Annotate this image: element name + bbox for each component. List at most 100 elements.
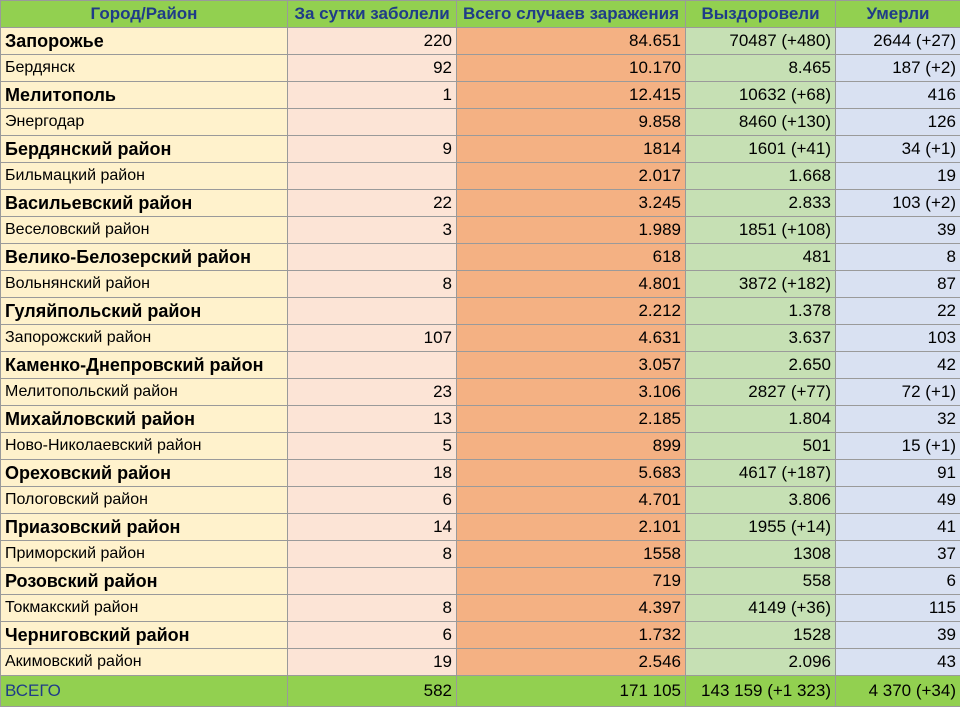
cell-daily (287, 162, 457, 190)
cell-total: 2.546 (456, 648, 686, 676)
cell-city: Токмакский район (0, 594, 288, 622)
table-row: Запорожье 220 84.651 70487 (+480) 2644 (+27) (0, 27, 960, 55)
cell-died: 103 (835, 324, 960, 352)
cell-total: 10.170 (456, 54, 686, 82)
cell-died: 32 (835, 405, 960, 433)
cell-died: 19 (835, 162, 960, 190)
cell-died: 41 (835, 513, 960, 541)
cell-daily: 19 (287, 648, 457, 676)
cell-total: 2.101 (456, 513, 686, 541)
cell-city: Черниговский район (0, 621, 288, 649)
table-row: Акимовский район 19 2.546 2.096 43 (0, 648, 960, 676)
cell-total: 9.858 (456, 108, 686, 136)
cell-daily: 5 (287, 432, 457, 460)
cell-died: 2644 (+27) (835, 27, 960, 55)
cell-city: Бердянский район (0, 135, 288, 163)
table-row: Запорожский район 107 4.631 3.637 103 (0, 324, 960, 352)
table-row: Ореховский район 18 5.683 4617 (+187) 91 (0, 459, 960, 487)
cell-died: 49 (835, 486, 960, 514)
cell-total: 3.245 (456, 189, 686, 217)
cell-recovered: 2827 (+77) (685, 378, 836, 406)
cell-total: 12.415 (456, 81, 686, 109)
cell-died: 42 (835, 351, 960, 379)
cell-daily (287, 567, 457, 595)
cell-daily: 6 (287, 486, 457, 514)
header-total: Всего случаев заражения (456, 0, 686, 28)
cell-daily: 23 (287, 378, 457, 406)
cell-city: Энергодар (0, 108, 288, 136)
header-died: Умерли (835, 0, 960, 28)
cell-recovered: 1308 (685, 540, 836, 568)
cell-total: 899 (456, 432, 686, 460)
cell-total: 4.801 (456, 270, 686, 298)
table-row: Бердянский район 9 1814 1601 (+41) 34 (+1) (0, 135, 960, 163)
cell-daily: 18 (287, 459, 457, 487)
cell-died: 39 (835, 621, 960, 649)
cell-city: Приморский район (0, 540, 288, 568)
cell-daily (287, 243, 457, 271)
cell-daily: 8 (287, 270, 457, 298)
cell-total: 719 (456, 567, 686, 595)
cell-city: Запорожский район (0, 324, 288, 352)
table-row: Мелитополь 1 12.415 10632 (+68) 416 (0, 81, 960, 109)
cell-city: Михайловский район (0, 405, 288, 433)
cell-city: Каменко-Днепровский район (0, 351, 288, 379)
table-row: Токмакский район 8 4.397 4149 (+36) 115 (0, 594, 960, 622)
cell-died: 15 (+1) (835, 432, 960, 460)
table-row: Ново-Николаевский район 5 899 501 15 (+1) (0, 432, 960, 460)
cell-died: 43 (835, 648, 960, 676)
cell-daily: 6 (287, 621, 457, 649)
table-row: Приазовский район 14 2.101 1955 (+14) 41 (0, 513, 960, 541)
cell-died: 103 (+2) (835, 189, 960, 217)
table-row: Мелитопольский район 23 3.106 2827 (+77) 72 … (0, 378, 960, 406)
table-row: Велико-Белозерский район 618 481 8 (0, 243, 960, 271)
cell-daily: 13 (287, 405, 457, 433)
cell-city: Ореховский район (0, 459, 288, 487)
cell-city: Веселовский район (0, 216, 288, 244)
cell-recovered: 1.804 (685, 405, 836, 433)
cell-died: 187 (+2) (835, 54, 960, 82)
grand-total-label: ВСЕГО (0, 675, 288, 707)
cell-died: 72 (+1) (835, 378, 960, 406)
header-daily: За сутки заболели (287, 0, 457, 28)
cell-city: Велико-Белозерский район (0, 243, 288, 271)
cell-total: 5.683 (456, 459, 686, 487)
cell-recovered: 1.378 (685, 297, 836, 325)
cell-city: Ново-Николаевский район (0, 432, 288, 460)
cell-recovered: 2.833 (685, 189, 836, 217)
cell-total: 1558 (456, 540, 686, 568)
cell-died: 91 (835, 459, 960, 487)
covid-stats-table: Город/Район За сутки заболели Всего случ… (0, 0, 960, 707)
cell-total: 2.017 (456, 162, 686, 190)
table-row: Веселовский район 3 1.989 1851 (+108) 39 (0, 216, 960, 244)
table-row: Каменко-Днепровский район 3.057 2.650 42 (0, 351, 960, 379)
cell-daily: 3 (287, 216, 457, 244)
cell-total: 4.397 (456, 594, 686, 622)
cell-recovered: 8460 (+130) (685, 108, 836, 136)
cell-city: Запорожье (0, 27, 288, 55)
cell-died: 37 (835, 540, 960, 568)
cell-daily: 14 (287, 513, 457, 541)
cell-city: Вольнянский район (0, 270, 288, 298)
cell-recovered: 70487 (+480) (685, 27, 836, 55)
cell-city: Васильевский район (0, 189, 288, 217)
header-recovered: Выздоровели (685, 0, 836, 28)
table-row: Бильмацкий район 2.017 1.668 19 (0, 162, 960, 190)
cell-total: 1814 (456, 135, 686, 163)
table-row: Васильевский район 22 3.245 2.833 103 (+2) (0, 189, 960, 217)
cell-city: Гуляйпольский район (0, 297, 288, 325)
cell-recovered: 4149 (+36) (685, 594, 836, 622)
cell-recovered: 3872 (+182) (685, 270, 836, 298)
cell-daily: 8 (287, 594, 457, 622)
table-row: Михайловский район 13 2.185 1.804 32 (0, 405, 960, 433)
cell-city: Акимовский район (0, 648, 288, 676)
cell-total: 4.701 (456, 486, 686, 514)
cell-total: 618 (456, 243, 686, 271)
cell-city: Пологовский район (0, 486, 288, 514)
cell-city: Бильмацкий район (0, 162, 288, 190)
cell-daily (287, 108, 457, 136)
cell-total: 3.106 (456, 378, 686, 406)
cell-daily (287, 297, 457, 325)
cell-died: 39 (835, 216, 960, 244)
cell-recovered: 501 (685, 432, 836, 460)
